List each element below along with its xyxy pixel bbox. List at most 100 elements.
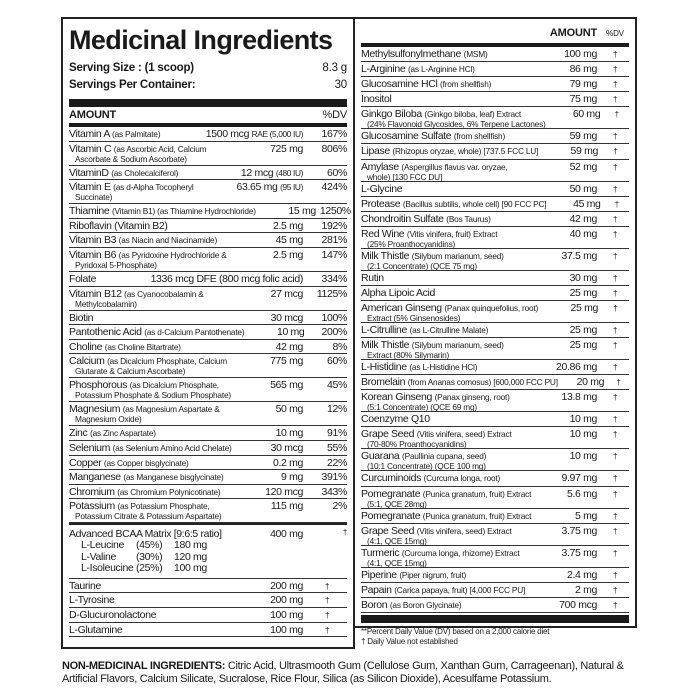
ingredient-name: Pantothenic Acid (as d-Calcium Pantothen… [69,327,245,339]
table-row: Red Wine (Vitis vinifera, fruit) Extract… [361,227,629,249]
ingredient-amount: 42 mg [243,341,307,354]
daily-value: † [612,393,618,403]
ingredient-detail: (4:1, QCE 15mg) [367,535,427,546]
table-row: Zinc (as Zinc Aspartate) 10 mg 91% [69,426,347,441]
ingredient-name: Guarana (Paullinia cupana, seed) (10:1 Co… [361,451,535,472]
ingredient-source: (as Manganese bisglycinate) [123,472,224,483]
ingredient-label: Piperine [361,568,397,581]
daily-value: † [612,95,618,105]
amount-value: 27 mcg [270,287,304,300]
amount-note: RAE (5,000 IU) [251,129,304,139]
amount-value: 565 mg [270,379,303,392]
ingredient-label: Chromium [69,485,115,498]
ingredient-amount: 10 mg [535,451,601,470]
amount-value: 15 mg [288,205,316,218]
ingredient-source: (Bacillus subtilis, whole cell) [90 FCC … [402,198,547,209]
ingredient-source: (as Copper bisglycinate) [103,457,189,468]
page-title: Medicinal Ingredients [69,25,333,55]
ingredient-source: (as Niacin and Niacinamide) [118,235,218,246]
table-row: Selenium (as Selenium Amino Acid Chelate… [69,441,347,456]
ingredient-amount: 15 mg [256,206,320,218]
table-row: Korean Ginseng (Panax ginseng, root) (5:1… [361,390,629,413]
ingredient-amount: 25 mg [535,325,601,337]
table-row: Grape Seed (Vitis vinifera, seed) Extrac… [361,524,629,546]
divider [361,43,629,47]
amount-value: 120 mcg [265,485,303,498]
ingredient-label: Vitamin B12 [69,287,122,300]
daily-value: † [614,199,619,209]
ingredient-name: L-Glycine [361,183,535,196]
ingredient-source: (as Palmitate) [112,129,161,139]
table-row: Potassium (as Potassium Phosphate, Potass… [69,499,347,524]
ingredient-amount: 20 mg [558,377,608,389]
ingredient-label: Milk Thistle [361,339,410,352]
ingredient-amount: 5.6 mg [535,488,601,508]
amount-value: 79 mg [569,78,598,91]
ingredient-amount: 2.5 mg [243,220,307,233]
table-row: Rutin 30 mg † [361,271,629,286]
ingredient-amount: 700 mcg [535,599,601,612]
daily-value: 8% [332,340,348,353]
ingredient-name: Coenzyme Q10 [361,414,535,426]
bcaa-component: L-Valine (30%) 120 mg [69,551,347,564]
ingredient-amount: 0.2 mg [243,457,307,470]
ingredient-name: Manganese (as Manganese bisglycinate) [69,472,243,484]
divider [69,123,347,127]
ingredient-label: Papain [361,583,392,596]
ingredient-label: Folate [69,272,97,285]
ingredient-source: (Vitis vinifera, fruit) Extract [406,228,498,239]
ingredient-source: (MSM) [463,49,488,59]
table-row: Protease (Bacillus subtilis, whole cell)… [361,197,629,212]
ingredient-name: Red Wine (Vitis vinifera, fruit) Extract… [361,228,535,248]
table-row: Phosphorous (as Dicalcium Phosphate, Pota… [69,378,347,403]
ingredient-source: (Silybum marianum, seed) [411,340,504,351]
ingredient-name: Chondroitin Sulfate (Bos Taurus) [361,213,535,226]
ingredient-label: L-Citrulline [361,324,407,337]
ingredient-source: (Curcuma longa, root) [423,473,501,484]
ingredient-detail: Pyridoxal 5-Phosphate) [75,259,157,270]
amount-value: 30 mcg [270,441,304,454]
table-row: Milk Thistle (Silybum marianum, seed) Ext… [361,338,629,361]
ingredient-name: Methylsulfonylmethane (MSM) [361,49,535,61]
ingredient-amount: 52 mg [535,161,601,181]
ingredient-name: Boron (as Boron Glycinate) [361,599,535,612]
ingredient-source: (Piper nigrum, fruit) [399,569,467,580]
ingredient-label: L-Glutamine [69,623,123,636]
bcaa-amount: 400 mg [270,528,303,541]
ingredient-name: Vitamin B6 (as Pyridoxine Hydrochloride … [69,249,243,271]
ingredient-label: American Ginseng [361,302,442,315]
ingredient-detail: (10:1 Concentrate) (QCE 100 mg) [367,461,486,472]
ingredient-label: Pomegranate [361,509,421,522]
amount-value: 40 mg [569,227,598,240]
ingredient-name: Zinc (as Zinc Aspartate) [69,428,243,440]
component-percent: (25%) [136,562,163,575]
ingredient-amount: 3.75 mg [535,525,601,545]
ingredient-name: D-Glucuronolactone [69,610,243,622]
ingredient-label: Coenzyme Q10 [361,413,430,426]
ingredient-detail: (24% Flavonoid Glycosides, 6% Terpene La… [367,119,546,130]
ingredient-name: Curcuminoids (Curcuma longa, root) [361,473,535,485]
ingredient-source: (Aspergillus flavus var. oryzae, [401,161,508,172]
ingredient-amount: 45 mg [546,198,604,211]
ingredient-amount: 10 mg [243,428,307,440]
ingredient-amount: 25 mg [535,340,601,359]
table-row: Vitamin C (as Ascorbic Acid, Calcium Asco… [69,142,347,166]
ingredient-name: Thiamine (Vitamin B1) (as Thiamine Hydro… [69,206,256,218]
amount-value: 37.5 mg [561,249,598,262]
ingredient-amount: 10 mg [244,327,308,339]
ingredient-source: (Curcuma longa, rhizome) Extract [401,547,520,558]
ingredient-source: (as Dicalcium Phosphate, [129,380,219,391]
table-row: Papain (Carica papaya, fruit) [4,000 FCC… [361,583,629,598]
ingredient-amount: 9.97 mg [535,473,601,485]
amount-value: 200 mg [270,579,303,592]
amount-value: 9.97 mg [561,472,598,485]
ingredient-source: (as Cyanocobalamin & [124,288,204,299]
daily-value: † [613,147,618,157]
ingredient-source: (as Selenium Amino Acid Chelate) [112,442,232,453]
ingredient-source: (Punica granatum, fruit) Extract [422,488,532,499]
ingredient-amount: 79 mg [535,79,601,91]
component-name: L-Isoleucine [81,562,134,575]
ingredient-label: Curcuminoids [361,472,421,485]
daily-value: † [612,363,618,373]
amount-value: 30 mcg [270,311,304,324]
